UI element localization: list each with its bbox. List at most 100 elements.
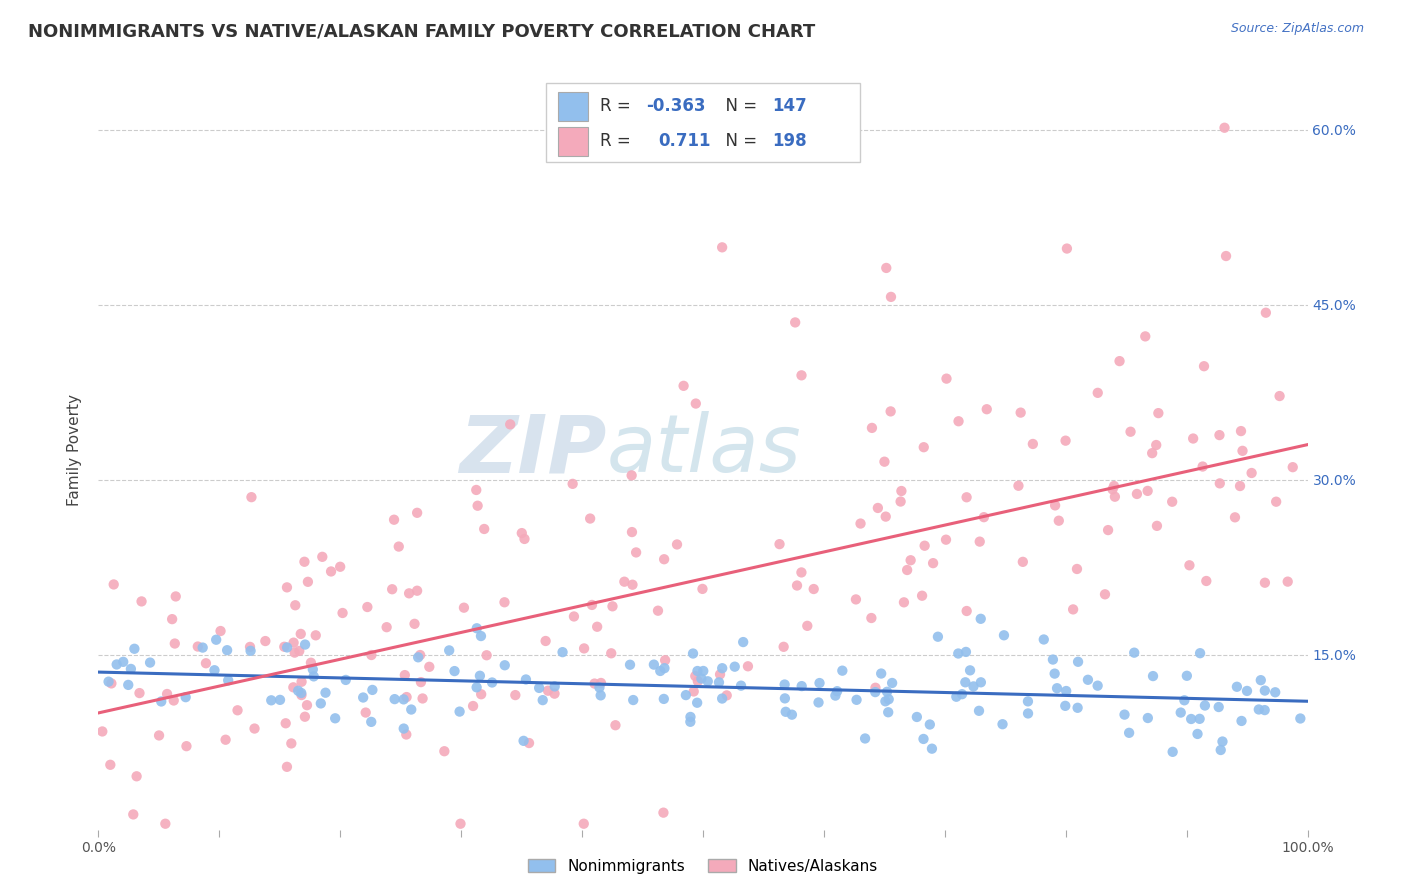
Point xyxy=(1077,673,1099,687)
Point xyxy=(948,414,970,428)
Bar xyxy=(558,127,588,155)
Point xyxy=(150,694,173,708)
Point xyxy=(273,640,295,654)
Point xyxy=(494,658,516,673)
Point xyxy=(124,641,146,656)
Point xyxy=(360,714,382,729)
Point xyxy=(187,640,209,654)
Point xyxy=(624,545,647,559)
Point xyxy=(103,577,125,591)
Point xyxy=(905,710,928,724)
Point xyxy=(652,552,675,566)
Point xyxy=(666,537,689,551)
Point xyxy=(1140,446,1163,460)
Point xyxy=(354,706,377,720)
Point xyxy=(284,646,307,660)
Point xyxy=(1281,460,1303,475)
Point xyxy=(912,731,935,746)
Point xyxy=(860,421,883,435)
Point xyxy=(807,696,830,710)
Point xyxy=(865,681,887,695)
Point xyxy=(679,710,702,724)
Point xyxy=(911,589,934,603)
Point xyxy=(1254,306,1277,320)
Point xyxy=(690,672,713,686)
Point xyxy=(876,685,898,699)
Point xyxy=(375,620,398,634)
Point xyxy=(360,648,382,662)
Point xyxy=(284,599,307,613)
Point xyxy=(467,499,489,513)
Text: 198: 198 xyxy=(772,132,807,150)
Point xyxy=(418,660,440,674)
Point xyxy=(287,683,309,698)
Point xyxy=(711,661,734,675)
Point xyxy=(605,718,627,732)
Point xyxy=(290,688,312,702)
Point xyxy=(1066,562,1088,576)
Point xyxy=(620,524,643,539)
Point xyxy=(877,705,900,719)
Point xyxy=(1062,602,1084,616)
Point xyxy=(1192,359,1215,374)
Point xyxy=(409,648,432,662)
Point xyxy=(412,691,434,706)
Point xyxy=(1007,479,1029,493)
Point xyxy=(309,697,332,711)
Point xyxy=(1161,745,1184,759)
Point xyxy=(613,574,636,589)
Point xyxy=(1043,666,1066,681)
Point xyxy=(1054,434,1077,448)
Point xyxy=(329,559,352,574)
Point xyxy=(128,686,150,700)
Text: R =: R = xyxy=(600,97,637,115)
Point xyxy=(969,534,991,549)
Point xyxy=(290,627,312,641)
Text: N =: N = xyxy=(716,132,762,150)
Point xyxy=(294,710,316,724)
Point xyxy=(290,686,312,700)
Point xyxy=(824,689,846,703)
Point xyxy=(890,483,912,498)
Point xyxy=(209,624,232,638)
Point xyxy=(1054,698,1077,713)
Bar xyxy=(558,92,588,120)
Point xyxy=(1046,681,1069,696)
Point xyxy=(243,722,266,736)
Point xyxy=(97,674,120,689)
Point xyxy=(768,537,790,551)
Point xyxy=(1011,555,1033,569)
Point xyxy=(160,612,183,626)
Point xyxy=(796,619,818,633)
Point xyxy=(1144,438,1167,452)
Point xyxy=(315,686,337,700)
Point xyxy=(877,692,900,706)
Point xyxy=(853,731,876,746)
Point xyxy=(283,635,305,649)
Point xyxy=(1250,673,1272,688)
Point xyxy=(1188,712,1211,726)
Point xyxy=(239,644,262,658)
Point xyxy=(531,693,554,707)
Point xyxy=(620,468,643,483)
Point xyxy=(395,727,418,741)
Point xyxy=(652,805,675,820)
Point xyxy=(481,675,503,690)
Point xyxy=(465,621,488,635)
Point xyxy=(955,490,977,504)
Point xyxy=(1042,652,1064,666)
Bar xyxy=(546,83,860,162)
Text: NONIMMIGRANTS VS NATIVE/ALASKAN FAMILY POVERTY CORRELATION CHART: NONIMMIGRANTS VS NATIVE/ALASKAN FAMILY P… xyxy=(28,22,815,40)
Point xyxy=(1066,700,1088,714)
Point xyxy=(1136,711,1159,725)
Text: N =: N = xyxy=(716,97,762,115)
Point xyxy=(790,679,813,693)
Point xyxy=(465,681,488,695)
Point xyxy=(927,630,949,644)
Point xyxy=(274,716,297,731)
Point xyxy=(269,693,291,707)
Point xyxy=(406,583,429,598)
Point xyxy=(100,676,122,690)
Point xyxy=(394,668,416,682)
Point xyxy=(1180,712,1202,726)
